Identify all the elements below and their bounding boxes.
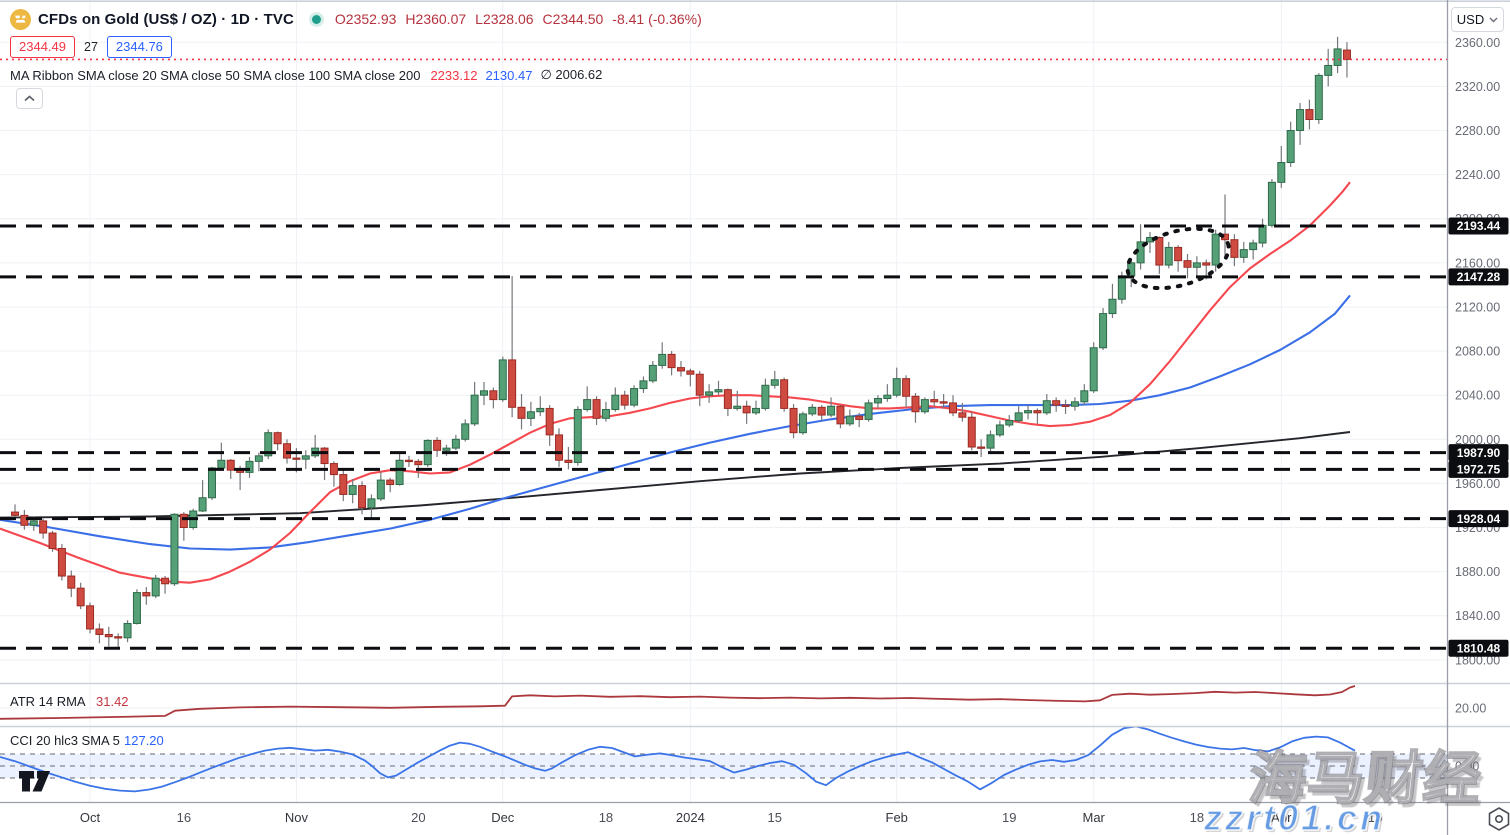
svg-text:Feb: Feb	[886, 810, 908, 825]
tradingview-logo[interactable]	[19, 770, 51, 799]
svg-text:Dec: Dec	[491, 810, 515, 825]
svg-text:1880.00: 1880.00	[1455, 565, 1500, 579]
sma20-line	[0, 181, 1351, 584]
change-value: -8.41 (-0.36%)	[612, 11, 702, 27]
sma50-value: 2130.47	[485, 67, 533, 83]
svg-text:2040.00: 2040.00	[1455, 389, 1500, 403]
svg-text:Nov: Nov	[285, 810, 309, 825]
svg-text:20: 20	[411, 810, 425, 825]
currency-selector[interactable]: USD	[1451, 7, 1504, 32]
atr-plot	[0, 685, 1356, 720]
chevron-up-icon	[24, 95, 35, 102]
support-resistance-lines[interactable]	[0, 224, 1447, 650]
svg-text:16: 16	[177, 810, 191, 825]
spread-value: 27	[84, 40, 98, 54]
svg-text:CCI 20 hlc3 SMA 5: CCI 20 hlc3 SMA 5	[10, 733, 120, 748]
level-price-labels: 2193.44 2147.28 1987.90 1972.75 1928.04 1810.…	[1448, 217, 1509, 657]
svg-text:2280.00: 2280.00	[1455, 124, 1500, 138]
svg-text:2160.00: 2160.00	[1455, 256, 1500, 270]
svg-text:15: 15	[768, 810, 782, 825]
svg-text:20.00: 20.00	[1455, 702, 1486, 716]
sma200-line	[0, 431, 1351, 519]
sma50-line	[0, 294, 1351, 551]
svg-text:2360.00: 2360.00	[1455, 36, 1500, 50]
svg-text:1928.04: 1928.04	[1457, 512, 1501, 526]
svg-text:1987.90: 1987.90	[1457, 446, 1501, 460]
sma-average-value: ∅ 2006.62	[540, 67, 603, 82]
gridlines	[0, 0, 1447, 802]
svg-text:0.00: 0.00	[1455, 760, 1479, 774]
svg-text:Oct: Oct	[80, 810, 101, 825]
time-axis[interactable]: Oct 16 Nov 20 Dec 18 2024 15 Feb 19 Mar 18 Apr 15	[80, 810, 1382, 825]
svg-text:31.42: 31.42	[96, 694, 129, 709]
svg-text:127.20: 127.20	[124, 733, 164, 748]
svg-text:2240.00: 2240.00	[1455, 168, 1500, 182]
currency-label: USD	[1456, 12, 1485, 27]
svg-text:1972.75: 1972.75	[1457, 463, 1501, 477]
svg-text:2193.44: 2193.44	[1457, 219, 1501, 233]
svg-text:18: 18	[1190, 810, 1204, 825]
svg-text:2320.00: 2320.00	[1455, 80, 1500, 94]
svg-text:2080.00: 2080.00	[1455, 345, 1500, 359]
svg-text:1960.00: 1960.00	[1455, 477, 1500, 491]
svg-text:2024: 2024	[676, 810, 705, 825]
svg-text:Apr: Apr	[1271, 810, 1292, 825]
sell-price-button[interactable]: 2344.49	[10, 36, 75, 58]
chevron-down-icon	[1489, 17, 1498, 22]
indicator-legend[interactable]: MA Ribbon SMA close 20 SMA close 50 SMA …	[10, 66, 602, 84]
buy-price-button[interactable]: 2344.76	[106, 36, 172, 58]
svg-text:1800.00: 1800.00	[1455, 653, 1500, 667]
symbol-row: CFDs on Gold (US$ / OZ) · 1D · TVC O2352…	[10, 8, 702, 30]
candlesticks[interactable]	[11, 36, 1351, 649]
market-status-icon[interactable]	[311, 14, 321, 24]
svg-text:19: 19	[1002, 810, 1016, 825]
svg-text:Mar: Mar	[1083, 810, 1106, 825]
indicator-title: MA Ribbon SMA close 20 SMA close 50 SMA …	[10, 67, 421, 83]
ellipse-annotation[interactable]	[1121, 218, 1236, 299]
svg-text:15: 15	[1368, 810, 1382, 825]
sma20-value: 2233.12	[430, 67, 478, 83]
svg-text:2000.00: 2000.00	[1455, 433, 1500, 447]
svg-text:18: 18	[599, 810, 613, 825]
pane-labels: ATR 14 RMA 31.42 CCI 20 hlc3 SMA 5 127.20	[10, 694, 164, 748]
svg-text:2120.00: 2120.00	[1455, 300, 1500, 314]
bid-ask-row: 2344.49 27 2344.76	[10, 36, 172, 58]
gold-coin-icon	[10, 8, 31, 30]
svg-text:1840.00: 1840.00	[1455, 609, 1500, 623]
ohlc-values: O2352.93 H2360.07 L2328.06 C2344.50 -8.4…	[334, 11, 702, 27]
svg-text:2147.28: 2147.28	[1457, 270, 1501, 284]
collapse-indicators-button[interactable]	[16, 88, 43, 109]
svg-text:ATR 14 RMA: ATR 14 RMA	[10, 694, 86, 709]
price-axis[interactable]: 2360.002320.002280.002240.002200.002160.…	[1455, 36, 1500, 774]
symbol-title[interactable]: CFDs on Gold (US$ / OZ) · 1D · TVC	[38, 10, 294, 28]
cci-plot	[0, 727, 1356, 793]
svg-text:1810.48: 1810.48	[1457, 641, 1501, 655]
